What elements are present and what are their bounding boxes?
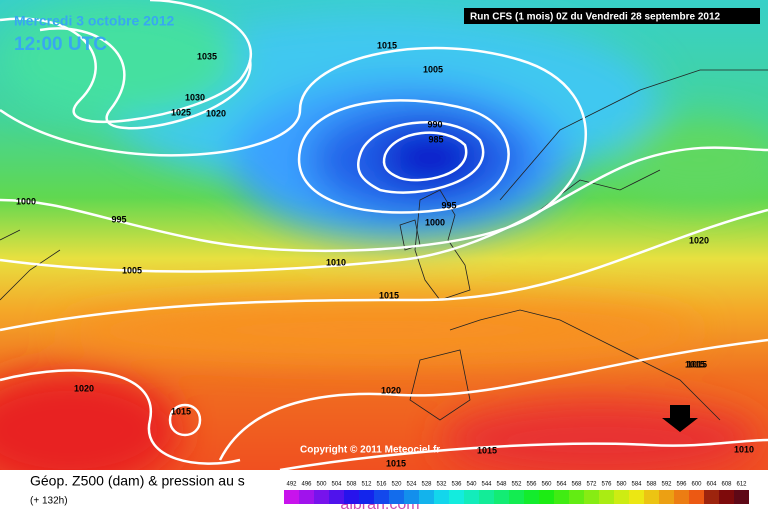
scale-swatch bbox=[314, 490, 329, 504]
scale-swatch bbox=[629, 490, 644, 504]
scale-swatch bbox=[449, 490, 464, 504]
scale-swatch bbox=[644, 490, 659, 504]
scale-label: 600 bbox=[691, 482, 702, 488]
isobar-label: 1015 bbox=[685, 359, 705, 369]
legend-title: Géop. Z500 (dam) & pression au s bbox=[30, 473, 245, 489]
scale-label: 556 bbox=[526, 482, 537, 488]
scale-swatch bbox=[434, 490, 449, 504]
isobar-label: 985 bbox=[428, 134, 443, 144]
scale-label: 596 bbox=[676, 482, 687, 488]
scale-swatch bbox=[299, 490, 314, 504]
scale-label: 604 bbox=[706, 482, 717, 488]
isobar-label: 1010 bbox=[326, 257, 346, 267]
scale-swatch bbox=[389, 490, 404, 504]
time: 12:00 UTC bbox=[14, 34, 107, 55]
isobar-label: 1020 bbox=[381, 385, 401, 395]
scale-label: 548 bbox=[496, 482, 507, 488]
isobar-label: 1020 bbox=[74, 383, 94, 393]
scale-label: 512 bbox=[361, 482, 372, 488]
scale-swatch bbox=[359, 490, 374, 504]
isobar-label: 1025 bbox=[171, 107, 191, 117]
isobar-label: 1020 bbox=[689, 235, 709, 245]
scale-label: 552 bbox=[511, 482, 522, 488]
isobar-labels: 1035 1030 1025 1020 1015 1005 990 985 995 1000 995… bbox=[16, 40, 754, 468]
scale-label: 592 bbox=[661, 482, 672, 488]
scale-swatch bbox=[494, 490, 509, 504]
scale-swatch bbox=[584, 490, 599, 504]
isobar-label: 1035 bbox=[197, 51, 217, 61]
run-info: Run CFS (1 mois) 0Z du Vendredi 28 septe… bbox=[470, 12, 721, 23]
color-scale: 492 496 500 504 508 512 516 520 524 528 532 536 540 5… bbox=[284, 482, 749, 504]
isobar-label: 995 bbox=[111, 214, 126, 224]
isobar-label: 1005 bbox=[122, 265, 142, 275]
scale-label: 612 bbox=[736, 482, 747, 488]
scale-label: 540 bbox=[466, 482, 477, 488]
scale-label: 504 bbox=[331, 482, 342, 488]
scale-swatch bbox=[554, 490, 569, 504]
color-fields bbox=[0, 0, 768, 490]
scale-label: 576 bbox=[601, 482, 612, 488]
scale-swatch bbox=[674, 490, 689, 504]
isobar-label: 1030 bbox=[185, 92, 205, 102]
isobar-label: 1005 bbox=[423, 64, 443, 74]
scale-label: 500 bbox=[316, 482, 327, 488]
isobar-label: 1000 bbox=[425, 217, 445, 227]
scale-swatch bbox=[344, 490, 359, 504]
scale-swatch bbox=[479, 490, 494, 504]
scale-swatch bbox=[329, 490, 344, 504]
scale-label: 560 bbox=[541, 482, 552, 488]
legend-subtitle: (+ 132h) bbox=[30, 496, 68, 507]
scale-label: 580 bbox=[616, 482, 627, 488]
copyright: Copyright © 2011 Meteociel.fr bbox=[300, 445, 440, 456]
scale-swatch bbox=[374, 490, 389, 504]
scale-label: 496 bbox=[301, 482, 312, 488]
scale-label: 520 bbox=[391, 482, 402, 488]
scale-swatch bbox=[614, 490, 629, 504]
scale-label: 544 bbox=[481, 482, 492, 488]
scale-swatch bbox=[719, 490, 734, 504]
scale-label: 516 bbox=[376, 482, 387, 488]
scale-label: 528 bbox=[421, 482, 432, 488]
isobar-label: 1015 bbox=[477, 445, 497, 455]
scale-label: 532 bbox=[436, 482, 447, 488]
scale-label: 492 bbox=[286, 482, 297, 488]
scale-swatch bbox=[704, 490, 719, 504]
isobar-label: 1020 bbox=[206, 108, 226, 118]
scale-label: 608 bbox=[721, 482, 732, 488]
scale-swatch bbox=[659, 490, 674, 504]
scale-label: 524 bbox=[406, 482, 417, 488]
scale-swatch bbox=[419, 490, 434, 504]
run-box bbox=[464, 8, 760, 24]
isobar-label: 1010 bbox=[734, 444, 754, 454]
scale-label: 536 bbox=[451, 482, 462, 488]
scale-swatch bbox=[689, 490, 704, 504]
isobar-label: 1000 bbox=[16, 196, 36, 206]
scale-label: 584 bbox=[631, 482, 642, 488]
scale-label: 564 bbox=[556, 482, 567, 488]
isobars bbox=[0, 0, 768, 470]
isobar-label: 1015 bbox=[171, 406, 191, 416]
isobar-label: 1015 bbox=[386, 458, 406, 468]
scale-label: 588 bbox=[646, 482, 657, 488]
isobar-label: 990 bbox=[427, 119, 442, 129]
scale-label: 508 bbox=[346, 482, 357, 488]
scale-swatch bbox=[569, 490, 584, 504]
scale-swatch bbox=[599, 490, 614, 504]
arrow-icon bbox=[662, 405, 698, 432]
isobar-label: 1015 bbox=[379, 290, 399, 300]
date: Mercredi 3 octobre 2012 bbox=[14, 13, 175, 29]
scale-swatch bbox=[284, 490, 299, 504]
isobar-label: 995 bbox=[441, 200, 456, 210]
scale-label: 572 bbox=[586, 482, 597, 488]
scale-label: 568 bbox=[571, 482, 582, 488]
scale-swatch bbox=[734, 490, 749, 504]
scale-swatch bbox=[509, 490, 524, 504]
scale-swatch bbox=[404, 490, 419, 504]
isobar-label: 1015 bbox=[377, 40, 397, 50]
scale-swatch bbox=[464, 490, 479, 504]
scale-swatch bbox=[524, 490, 539, 504]
isobar-label: 1015 bbox=[687, 359, 707, 369]
scale-swatch bbox=[539, 490, 554, 504]
